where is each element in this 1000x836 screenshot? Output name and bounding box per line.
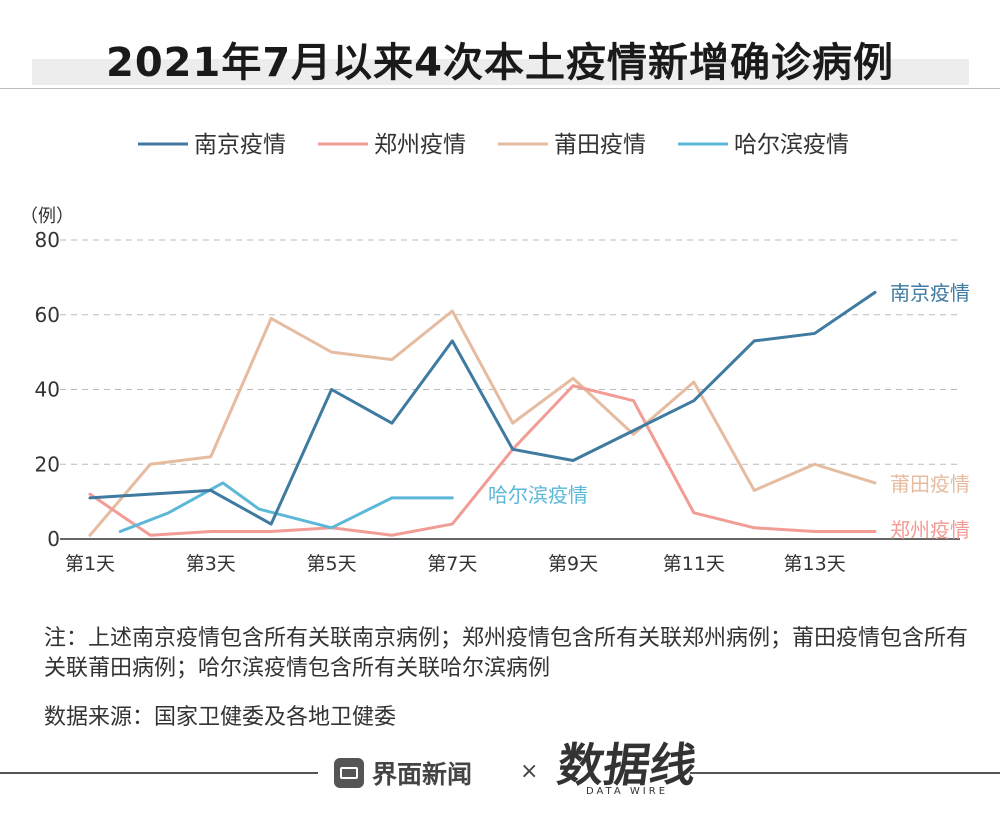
line-chart: 020406080（例）第1天 第3天 第5天 第7天 第9天 第11天 第13天南京疫情郑… (20, 132, 970, 575)
datawire-logo-text: 数据线 (554, 738, 700, 792)
legend-label-0: 南京疫情 (194, 132, 286, 158)
jiemian-brand: 界面新闻 (334, 758, 473, 789)
y-tick-label: 20 (35, 452, 60, 476)
y-tick-label: 60 (35, 303, 60, 327)
x-tick-label: 第11天 (663, 553, 725, 575)
datawire-logo-sub: DATA WIRE (585, 786, 669, 797)
series-end-label-0: 南京疫情 (890, 281, 970, 305)
x-tick-label: 第9天 (548, 553, 598, 575)
series-line-2 (88, 309, 877, 537)
x-tick-label: 第1天 (65, 553, 115, 575)
legend-label-3: 哈尔滨疫情 (734, 132, 849, 158)
x-tick-label: 第13天 (784, 553, 846, 575)
header-divider (0, 88, 1000, 89)
series-line-0 (88, 290, 877, 526)
footer-divider-right (690, 772, 1000, 774)
title-highlight (32, 59, 969, 85)
x-tick-label: 第5天 (306, 553, 356, 575)
series-end-label-3: 哈尔滨疫情 (488, 483, 588, 507)
jiemian-logo-icon (334, 758, 364, 788)
data-source: 数据来源：国家卫健委及各地卫健委 (44, 705, 397, 730)
chart-note: 注：上述南京疫情包含所有关联南京病例；郑州疫情包含所有关联郑州病例；莆田疫情包含… (44, 626, 969, 681)
page-title: 2021年7月以来4次本土疫情新增确诊病例 (106, 40, 894, 86)
x-tick-label: 第3天 (186, 553, 236, 575)
series-end-label-2: 莆田疫情 (890, 472, 970, 496)
y-axis-unit: （例） (20, 206, 74, 227)
footer-divider-left (0, 772, 318, 774)
series-end-label-1: 郑州疫情 (890, 518, 970, 542)
y-tick-label: 80 (35, 228, 60, 252)
y-tick-label: 0 (47, 527, 60, 551)
series-line-3 (118, 481, 454, 534)
legend-label-1: 郑州疫情 (374, 132, 466, 158)
legend-label-2: 莆田疫情 (554, 132, 646, 158)
y-tick-label: 40 (35, 378, 60, 402)
series-line-1 (88, 384, 877, 537)
x-tick-label: 第7天 (427, 553, 477, 575)
datawire-brand: 数据线 DATA WIRE (554, 738, 700, 797)
jiemian-brand-text: 界面新闻 (372, 760, 473, 789)
brand-separator: × (520, 759, 539, 784)
